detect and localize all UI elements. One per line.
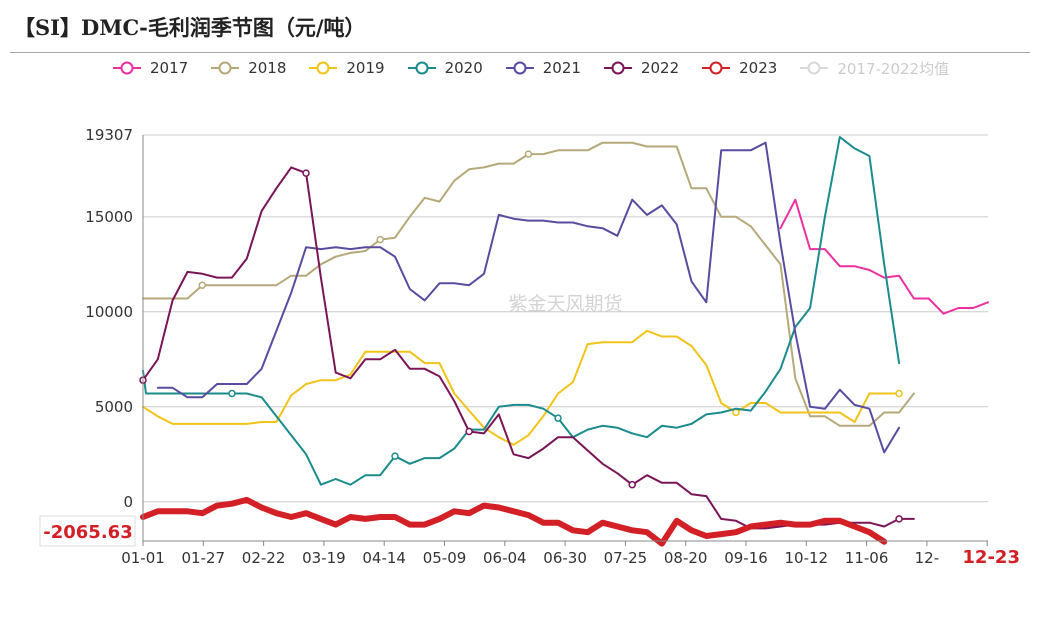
x-tick-label: 01-27 [182,549,226,567]
series-marker-2019 [732,408,740,417]
x-tick-label: 02-22 [242,549,286,567]
legend-swatch-marker [316,61,330,75]
legend-swatch-marker [218,61,232,75]
legend-swatch-icon [800,61,829,75]
series-marker-2020 [228,389,236,398]
series-marker-2018 [198,281,207,289]
current-value-box [39,515,136,547]
x-tick-label: 09-16 [724,549,768,567]
legend-item-2017[interactable]: 2017 [112,59,188,77]
series-marker-2022 [465,427,473,436]
series-line-2019 [142,329,901,446]
series-marker-2020 [391,452,399,460]
y-tick-label: 0 [123,493,133,511]
series-line-2017 [779,198,989,315]
x-tick-label: 07-25 [604,549,648,567]
legend-label: 2019 [346,59,385,77]
x-tick-label: 01-01 [121,549,165,567]
legend-label: 2017-2022均值 [837,59,950,78]
series-marker-2019 [895,389,903,398]
grid-layer [143,134,988,503]
series-layer [139,136,989,547]
y-tick-label: 19307 [85,126,133,144]
x-tick-label: 10-12 [785,549,829,567]
series-line-2021 [156,141,901,454]
series-marker-2022 [895,515,903,523]
legend-swatch-marker [611,61,625,75]
label-layer: -2065.63 [39,515,136,547]
axis-layer: 0 5000 10000 15000 19307 01-01 01-27 02-22 03-19… [85,126,1020,568]
series-line-2020 [142,136,901,486]
legend-item-2020[interactable]: 2020 [407,59,483,77]
watermark-text: 紫金天风期货 [508,293,622,315]
legend-item-2018[interactable]: 2018 [210,59,286,77]
y-tick-label: 15000 [85,208,133,226]
y-tick-label: 5000 [95,398,133,416]
series-line-2018 [142,141,915,427]
legend-swatch-marker [709,61,723,75]
title-divider [10,52,1030,53]
current-value-label: -2065.63 [43,522,132,543]
legend-swatch-marker [513,61,527,75]
legend-item-2019[interactable]: 2019 [308,59,385,77]
legend-swatch-icon [309,61,338,75]
series-marker-2022 [628,480,636,489]
legend-label: 2021 [542,59,581,77]
x-tick-label: 06-04 [483,549,527,567]
series-line-2023 [140,496,888,547]
legend-label: 2022 [640,59,680,77]
x-tick-label: 06-30 [543,549,587,567]
legend-swatch-icon [505,61,534,75]
y-tick-label: 10000 [85,303,133,321]
series-marker-2020 [554,414,562,422]
chart-legend: 2017 2018 2019 2020 2021 2022 2023 2017-2022均值 [112,57,949,79]
legend-item-2017-2022均值[interactable]: 2017-2022均值 [799,58,949,79]
legend-swatch-icon [211,61,240,75]
legend-swatch-icon [702,61,731,75]
series-marker-2018 [376,235,384,244]
legend-swatch-marker [807,61,821,75]
legend-swatch-marker [415,61,429,75]
legend-swatch-icon [603,61,632,75]
legend-swatch-icon [113,61,141,75]
legend-label: 2020 [444,59,483,77]
legend-item-2022[interactable]: 2022 [603,59,679,77]
legend-swatch-icon [407,61,436,75]
x-tick-label: 12- [915,549,940,567]
legend-label: 2018 [248,59,287,77]
x-tick-label: 05-09 [423,549,467,567]
x-tick-label: 08-20 [664,549,708,567]
series-marker-2018 [524,150,533,158]
legend-swatch-marker [120,61,134,75]
series-marker-2022 [302,169,310,177]
legend-item-2021[interactable]: 2021 [505,59,581,77]
chart-title: 【SI】DMC-毛利润季节图（元/吨） [14,15,366,40]
x-tick-label-current: 12-23 [962,547,1020,568]
x-tick-label: 03-19 [302,549,346,567]
x-tick-label: 04-14 [362,549,406,567]
legend-label: 2023 [739,59,778,77]
legend-label: 2017 [150,59,189,77]
legend-item-2023[interactable]: 2023 [701,59,777,77]
x-tick-label: 11-06 [845,549,889,567]
